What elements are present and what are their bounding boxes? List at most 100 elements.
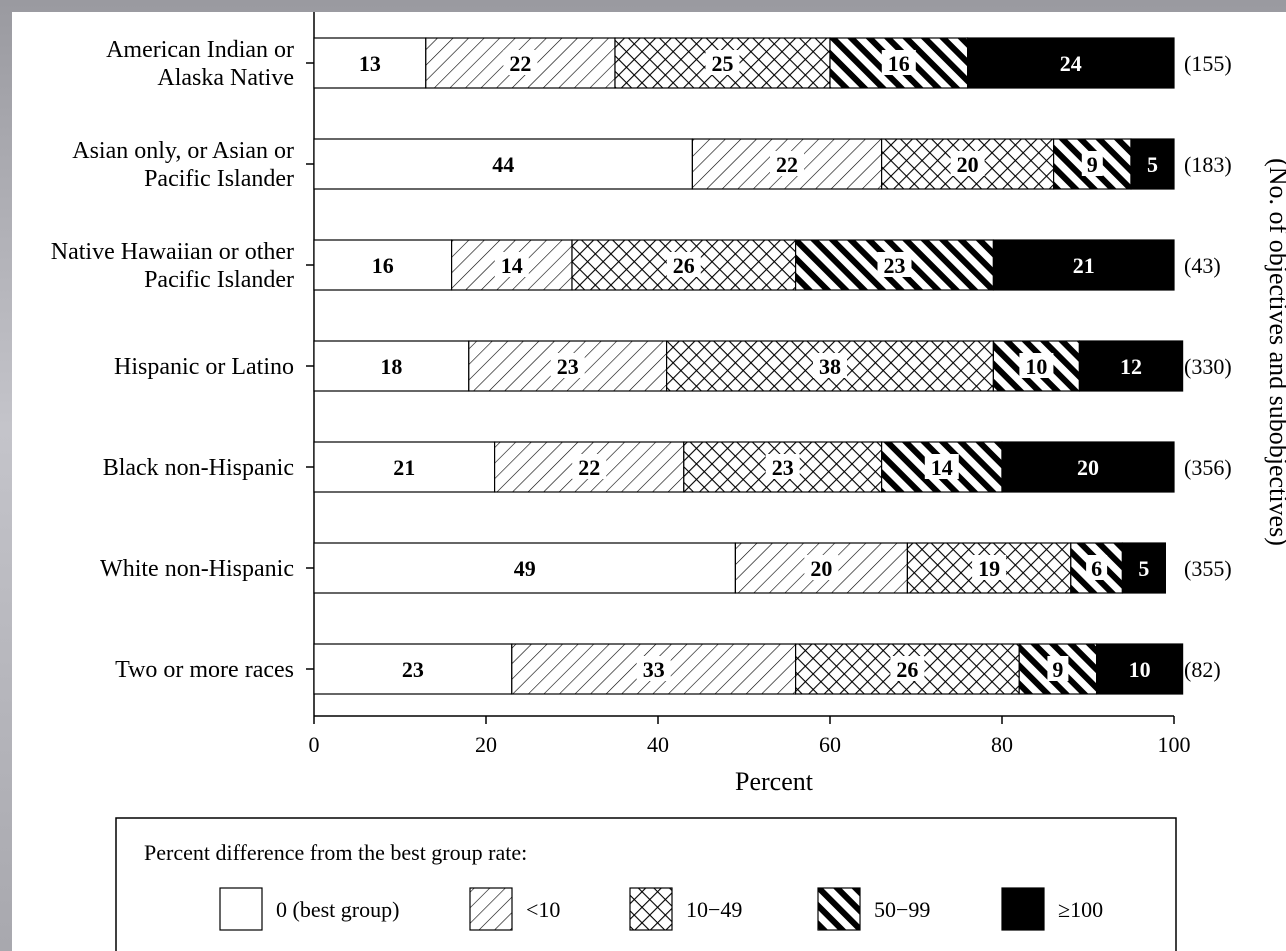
- data-label: 19: [978, 556, 1000, 581]
- bar-segment: [1078, 340, 1184, 392]
- legend-swatch: [219, 887, 263, 931]
- category-label: Black non-Hispanic: [103, 455, 294, 481]
- bar-segment: [313, 542, 736, 594]
- data-label: 21: [393, 455, 415, 480]
- category-label: Pacific Islander: [144, 166, 294, 192]
- legend-swatch: [817, 887, 861, 931]
- count-label: (330): [1184, 354, 1232, 379]
- data-label: 23: [884, 253, 906, 278]
- data-label-backdrop: [1086, 555, 1108, 580]
- bar-segment: [966, 37, 1175, 89]
- data-label: 49: [514, 556, 536, 581]
- legend-entry-label: 10−49: [686, 897, 742, 922]
- data-label: 33: [643, 657, 665, 682]
- data-label-backdrop: [972, 555, 1007, 580]
- x-tick-label: 100: [1158, 732, 1191, 757]
- data-label: 26: [896, 657, 918, 682]
- data-label-backdrop: [890, 656, 925, 681]
- category-label: Two or more races: [115, 657, 294, 683]
- stacked-bar-chart: 0 20 40 60 80 100 Percent (No. of objectives an…: [51, 12, 1286, 951]
- right-axis-title: (No. of objectives and subobjectives): [1264, 158, 1286, 546]
- data-label: 21: [1073, 253, 1095, 278]
- bars-group: [313, 37, 1184, 695]
- data-label: 5: [1147, 152, 1158, 177]
- data-label: 14: [931, 455, 953, 480]
- bar-segment: [992, 239, 1175, 291]
- data-label: 18: [380, 354, 402, 379]
- bar-segment: [313, 441, 496, 493]
- data-label: 22: [509, 51, 531, 76]
- data-label-backdrop: [705, 50, 740, 75]
- data-label-backdrop: [813, 353, 847, 378]
- x-axis-title: Percent: [735, 767, 814, 796]
- legend-entry-label: ≥100: [1058, 897, 1103, 922]
- bar-segment: [1095, 643, 1184, 695]
- data-label-backdrop: [550, 353, 585, 378]
- legend-entry-label: 0 (best group): [276, 897, 399, 922]
- data-label: 25: [712, 51, 734, 76]
- category-label: Asian only, or Asian or: [72, 138, 294, 164]
- data-label: 23: [402, 657, 424, 682]
- x-tick-label: 80: [991, 732, 1013, 757]
- category-label: Alaska Native: [157, 65, 294, 91]
- data-label-backdrop: [770, 151, 804, 176]
- count-label: (183): [1184, 152, 1232, 177]
- data-label: 16: [372, 253, 394, 278]
- bar-segment: [313, 138, 693, 190]
- data-label-backdrop: [881, 50, 916, 75]
- data-label: 22: [578, 455, 600, 480]
- data-label-backdrop: [804, 555, 839, 580]
- data-label-backdrop: [1081, 151, 1103, 176]
- category-label: Native Hawaiian or other: [51, 239, 294, 265]
- data-label: 20: [810, 556, 832, 581]
- category-label: White non-Hispanic: [100, 556, 294, 582]
- category-label: Hispanic or Latino: [114, 354, 294, 380]
- data-label-backdrop: [572, 454, 607, 479]
- data-label: 23: [772, 455, 794, 480]
- legend: Percent difference from the best group r…: [115, 817, 1177, 951]
- legend-swatch: [469, 887, 513, 931]
- data-label-backdrop: [877, 252, 912, 277]
- data-label: 16: [888, 51, 910, 76]
- data-label-backdrop: [494, 252, 529, 277]
- count-label: (356): [1184, 455, 1232, 480]
- data-label: 5: [1138, 556, 1149, 581]
- count-label: (155): [1184, 51, 1232, 76]
- data-label: 26: [673, 253, 695, 278]
- data-label: 10: [1129, 657, 1151, 682]
- x-tick-label: 0: [309, 732, 320, 757]
- legend-swatch: [1001, 887, 1045, 931]
- data-label: 20: [957, 152, 979, 177]
- data-label: 24: [1060, 51, 1082, 76]
- data-label: 22: [776, 152, 798, 177]
- data-label: 23: [557, 354, 579, 379]
- legend-title: Percent difference from the best group r…: [144, 840, 527, 865]
- count-label: (355): [1184, 556, 1232, 581]
- data-label: 9: [1052, 657, 1063, 682]
- bar-segment: [313, 239, 453, 291]
- data-label: 44: [492, 152, 514, 177]
- data-label-backdrop: [1019, 353, 1054, 378]
- data-label-backdrop: [636, 656, 671, 681]
- chart-canvas: 0 20 40 60 80 100 Percent (No. of objectives an…: [12, 12, 1286, 951]
- data-label: 12: [1120, 354, 1142, 379]
- legend-box: [115, 817, 1177, 951]
- axes-group: 0 20 40 60 80 100 Percent (No. of objectives an…: [306, 12, 1286, 796]
- bar-segment: [1001, 441, 1175, 493]
- bar-segment: [1121, 542, 1167, 594]
- data-label: 38: [819, 354, 841, 379]
- category-label: American Indian or: [106, 37, 294, 63]
- data-label: 9: [1087, 152, 1098, 177]
- bar-segment: [313, 340, 470, 392]
- data-label-backdrop: [765, 454, 800, 479]
- legend-entry-label: <10: [526, 897, 560, 922]
- data-label-backdrop: [1047, 656, 1069, 681]
- data-label-backdrop: [666, 252, 701, 277]
- bar-segment: [829, 37, 969, 89]
- data-label: 6: [1091, 556, 1102, 581]
- bar-segment: [1130, 138, 1175, 190]
- data-label: 20: [1077, 455, 1099, 480]
- data-label: 10: [1025, 354, 1047, 379]
- data-label: 14: [501, 253, 523, 278]
